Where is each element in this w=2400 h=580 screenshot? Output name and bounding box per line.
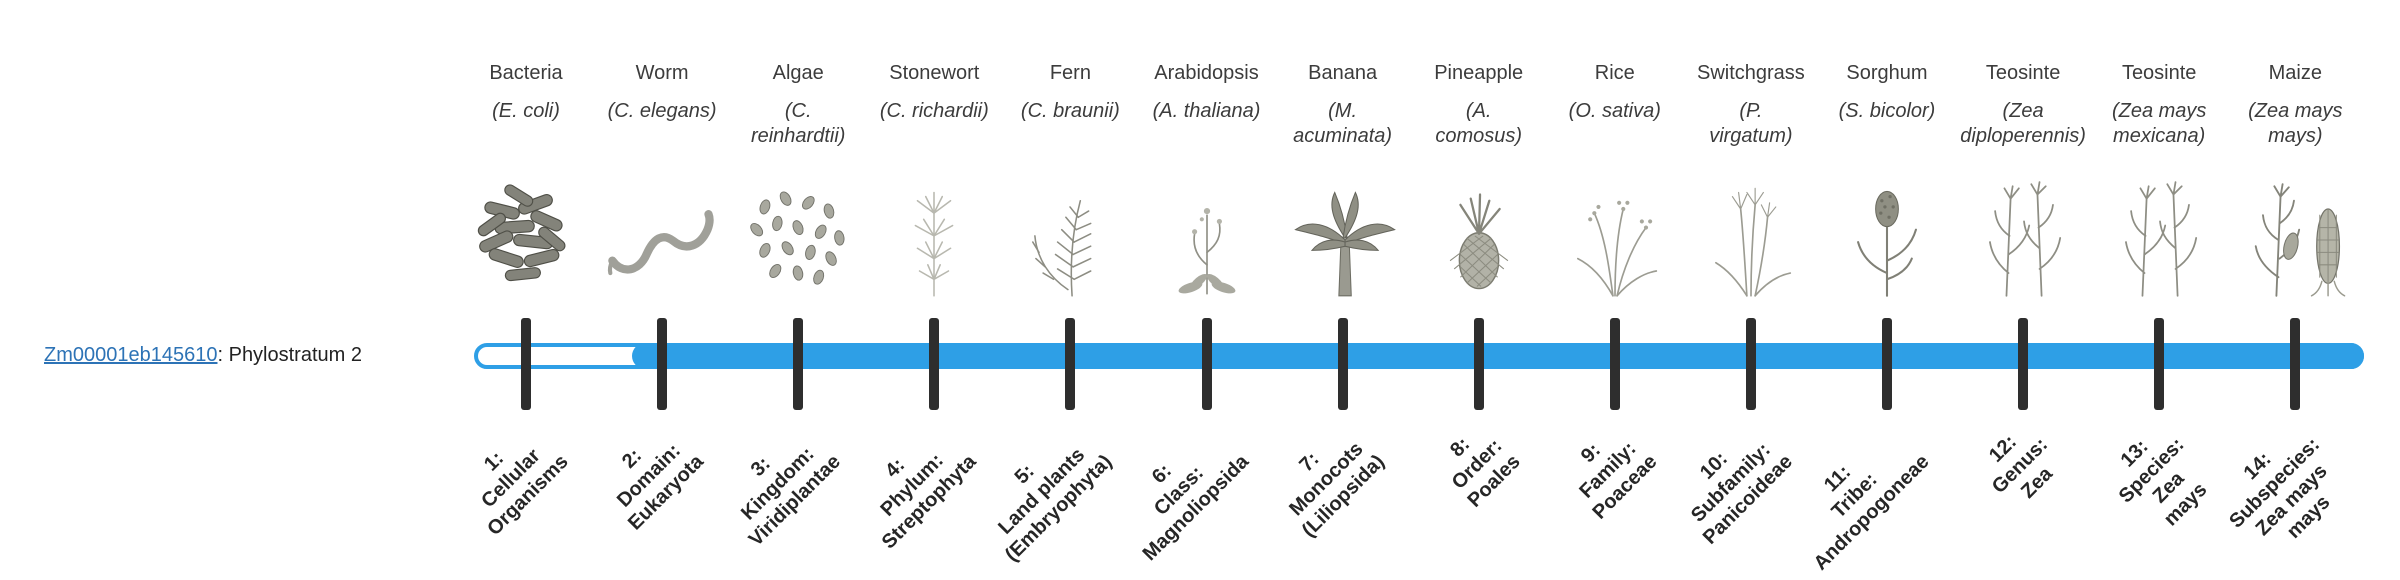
stratum-label: 10: Subfamily: Panicoideae <box>1687 438 1798 549</box>
organism-latin-name: (M. acuminata) <box>1293 100 1393 147</box>
algae-icon <box>728 168 868 302</box>
stratum-label: 2: Domain: Eukaryota <box>613 439 709 535</box>
organism-common-name: Maize <box>2268 62 2322 84</box>
stratum-label: 11: Tribe: Andropogoneae <box>1809 450 1934 575</box>
rice-icon <box>1545 168 1685 302</box>
stratum-tick <box>793 318 804 410</box>
pineapple-icon <box>1409 168 1549 302</box>
organism-latin-name: (C. richardii) <box>879 100 989 122</box>
stratum-tick <box>1065 318 1076 410</box>
banana-icon <box>1273 168 1413 302</box>
stratum-tick <box>1745 318 1756 410</box>
organism-latin-name: (C. reinhardtii) <box>750 100 846 147</box>
organism-latin-name: (A. comosus) <box>1435 100 1523 147</box>
organism-latin-name: (A. thaliana) <box>1152 100 1261 122</box>
organism-latin-name: (C. braunii) <box>1020 100 1120 122</box>
stratum-tick <box>657 318 668 410</box>
organism-common-name: Arabidopsis <box>1154 62 1259 84</box>
stratum-tick <box>2290 318 2301 410</box>
organism-common-name: Worm <box>635 62 689 84</box>
stratum-label: 6: Class: Magnoliopsida <box>1138 450 1253 566</box>
organism-latin-name: (E. coli) <box>492 100 560 122</box>
organism-common-name: Banana <box>1308 62 1378 84</box>
switchgrass-icon <box>1681 168 1821 302</box>
timeline-bar-fill <box>632 343 2364 369</box>
organism-common-name: Bacteria <box>489 62 563 84</box>
bacteria-icon <box>456 168 596 302</box>
organism-common-name: Fern <box>1049 62 1091 84</box>
stratum-tick <box>1882 318 1892 410</box>
stratum-label: 14: Subspecies: Zea mays mays <box>2225 433 2335 543</box>
stratum-tick <box>1473 318 1484 410</box>
gene-label: Zm00001eb145610: Phylostratum 2 <box>44 344 362 367</box>
gene-phylostratum-text: : Phylostratum 2 <box>217 344 362 366</box>
stratum-label: 7: Monocots (Liliopsida) <box>1285 438 1389 542</box>
organism-common-name: Pineapple <box>1434 62 1524 84</box>
organism-common-name: Sorghum <box>1846 62 1928 84</box>
organism-latin-name: (C. elegans) <box>607 100 717 122</box>
sorghum-icon <box>1817 168 1957 302</box>
gene-id-link[interactable]: Zm00001eb145610 <box>44 344 218 366</box>
stratum-label: 3: Kingdom: Viridiplantae <box>736 443 845 551</box>
fern-icon <box>1000 168 1140 302</box>
worm-icon <box>592 168 732 302</box>
organism-common-name: Stonewort <box>889 62 980 84</box>
teosinte-icon <box>1953 168 2093 302</box>
stratum-tick <box>2018 318 2029 410</box>
stratum-tick <box>2154 318 2165 410</box>
teosinte-icon <box>2089 168 2229 302</box>
organism-latin-name: (O. sativa) <box>1568 100 1661 122</box>
arabidopsis-icon <box>1137 168 1277 302</box>
stratum-tick <box>1337 318 1348 410</box>
organism-common-name: Teosinte <box>1985 62 2061 84</box>
organism-latin-name: (Zea mays mays) <box>2248 100 2343 147</box>
stratum-label: 4: Phylum: Streptophyta <box>876 449 981 554</box>
organism-common-name: Teosinte <box>2121 62 2197 84</box>
organism-common-name: Algae <box>772 62 824 84</box>
stratum-tick <box>929 318 940 410</box>
organism-latin-name: (Zea diploperennis) <box>1960 100 2086 147</box>
stratum-tick <box>1201 318 1212 410</box>
stratum-label: 5: Land plants (Embryophyta) <box>994 443 1117 566</box>
maize-icon <box>2225 168 2365 302</box>
stratum-label: 9: Family: Poaceae <box>1575 437 1662 524</box>
stratum-label: 8: Order: Poales <box>1446 433 1525 512</box>
stratum-label: 12: Genus: Zea <box>1985 430 2058 503</box>
stratum-label: 1: Cellular Organisms <box>476 444 573 541</box>
organism-common-name: Rice <box>1594 62 1635 84</box>
stratum-tick <box>521 318 531 410</box>
organism-latin-name: (P. virgatum) <box>1709 100 1793 147</box>
organism-latin-name: (S. bicolor) <box>1838 100 1936 122</box>
stratum-label: 13: Species: Zea mays <box>2114 433 2212 531</box>
stonewort-icon <box>864 168 1004 302</box>
stratum-tick <box>1609 318 1620 410</box>
organism-latin-name: (Zea mays mexicana) <box>2111 100 2207 147</box>
organism-common-name: Switchgrass <box>1696 62 1805 84</box>
